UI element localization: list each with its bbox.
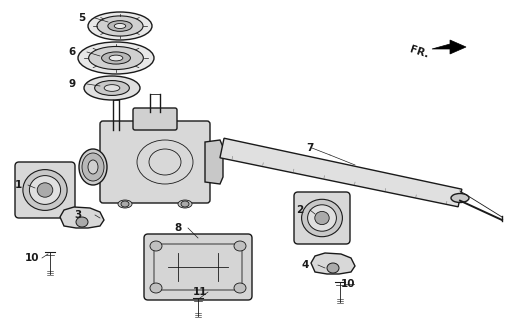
Ellipse shape [108, 21, 132, 31]
FancyBboxPatch shape [144, 234, 252, 300]
Ellipse shape [118, 200, 132, 208]
Ellipse shape [78, 42, 154, 74]
Ellipse shape [301, 199, 342, 237]
Text: 5: 5 [78, 13, 86, 23]
Ellipse shape [97, 16, 143, 36]
Ellipse shape [79, 149, 107, 185]
Ellipse shape [109, 55, 123, 61]
Ellipse shape [178, 200, 192, 208]
Text: 2: 2 [296, 205, 304, 215]
Ellipse shape [95, 81, 129, 95]
Polygon shape [432, 40, 466, 54]
Text: 8: 8 [174, 223, 181, 233]
Text: 10: 10 [25, 253, 39, 263]
Ellipse shape [114, 23, 126, 28]
Ellipse shape [82, 153, 104, 181]
Ellipse shape [150, 241, 162, 251]
Ellipse shape [234, 283, 246, 293]
Text: 7: 7 [306, 143, 314, 153]
Polygon shape [60, 207, 104, 228]
Ellipse shape [181, 201, 189, 207]
Ellipse shape [37, 183, 53, 197]
Ellipse shape [234, 241, 246, 251]
Text: 1: 1 [14, 180, 21, 190]
Ellipse shape [84, 76, 140, 100]
Polygon shape [311, 253, 355, 274]
Ellipse shape [88, 160, 98, 174]
FancyBboxPatch shape [294, 192, 350, 244]
Ellipse shape [88, 12, 152, 40]
FancyBboxPatch shape [100, 121, 210, 203]
Text: 9: 9 [68, 79, 76, 89]
Ellipse shape [76, 217, 88, 227]
Ellipse shape [104, 84, 120, 92]
Ellipse shape [23, 170, 67, 211]
Ellipse shape [315, 212, 329, 225]
Ellipse shape [451, 194, 469, 203]
Text: FR.: FR. [408, 44, 430, 60]
Ellipse shape [102, 52, 130, 64]
Text: 10: 10 [341, 279, 355, 289]
Ellipse shape [121, 201, 129, 207]
Ellipse shape [150, 283, 162, 293]
Ellipse shape [30, 176, 61, 204]
Ellipse shape [327, 263, 339, 273]
Text: 6: 6 [68, 47, 76, 57]
FancyBboxPatch shape [15, 162, 75, 218]
Text: 4: 4 [301, 260, 309, 270]
Ellipse shape [308, 205, 336, 231]
Polygon shape [205, 140, 223, 184]
FancyBboxPatch shape [133, 108, 177, 130]
Text: 3: 3 [75, 210, 82, 220]
Text: 11: 11 [193, 287, 207, 297]
Polygon shape [220, 138, 462, 207]
Ellipse shape [88, 46, 144, 69]
